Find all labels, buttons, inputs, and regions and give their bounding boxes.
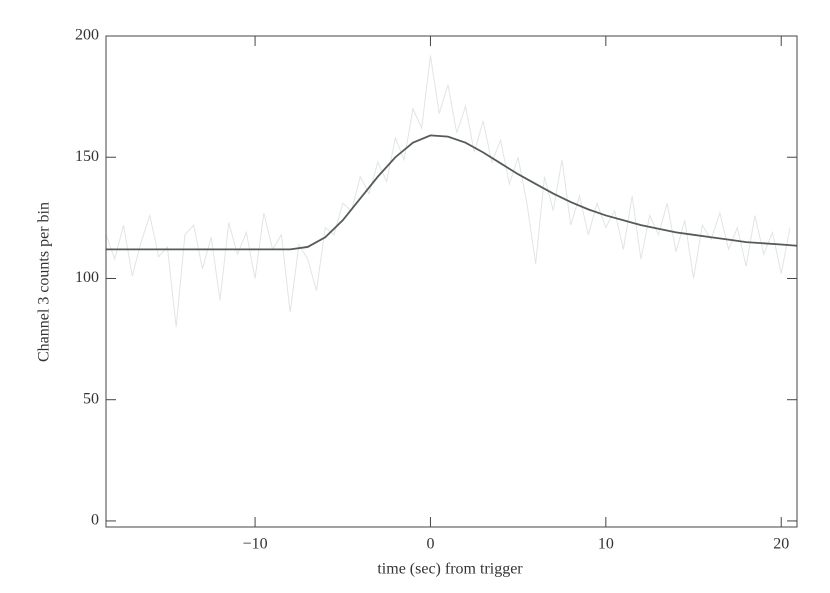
x-tick-label: 20: [773, 536, 789, 553]
y-tick-label: 0: [91, 512, 99, 529]
x-tick-label: −10: [243, 536, 268, 553]
y-tick-label: 50: [83, 390, 99, 407]
data-line: [106, 134, 797, 251]
x-tick-label: 10: [598, 536, 614, 553]
plot-frame: [105, 35, 798, 528]
x-axis-label: time (sec) from trigger: [377, 561, 523, 578]
x-tick-label: 0: [426, 536, 434, 553]
y-tick-label: 150: [75, 148, 99, 165]
y-tick-label: 200: [75, 27, 99, 44]
y-axis-label: Channel 3 counts per bin: [36, 202, 53, 362]
data-line: [106, 55, 791, 328]
y-tick-label: 100: [75, 269, 99, 286]
